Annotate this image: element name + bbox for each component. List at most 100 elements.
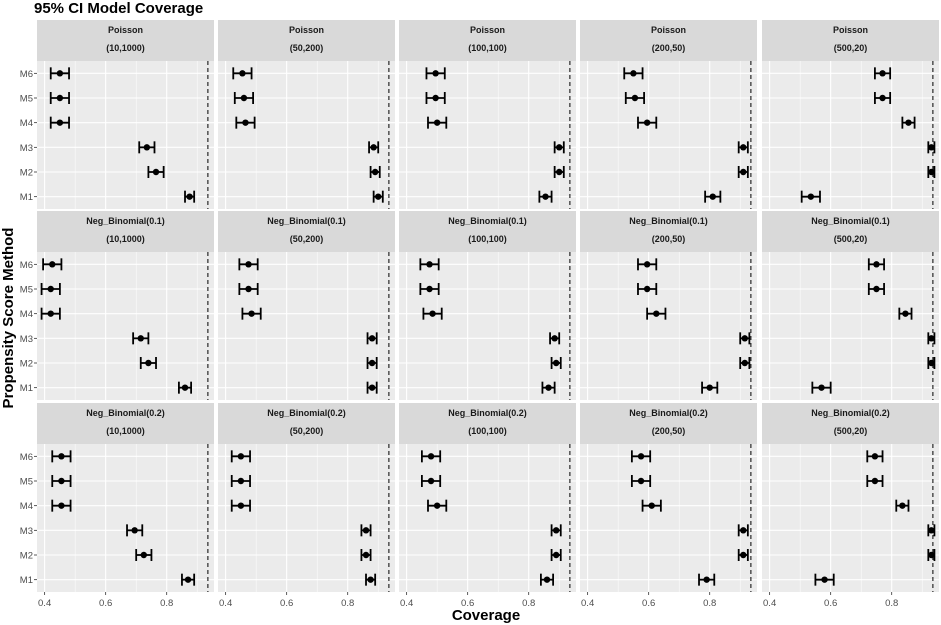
- error-bar: [704, 190, 722, 203]
- point-estimate: [552, 551, 560, 559]
- facet-strip-setting: (10,1000): [106, 426, 145, 436]
- point-estimate: [928, 551, 935, 559]
- error-bar: [637, 283, 658, 295]
- error-bar: [420, 450, 442, 463]
- facet-strip: [218, 20, 395, 61]
- point-estimate: [879, 70, 886, 77]
- point-estimate: [140, 551, 148, 559]
- point-estimate: [145, 359, 152, 367]
- error-bar: [737, 141, 749, 154]
- point-estimate: [552, 359, 560, 367]
- facet-strip-setting: (100,100): [468, 426, 507, 436]
- error-bar: [646, 307, 667, 320]
- point-estimate: [740, 527, 747, 534]
- y-tick-label: M4: [20, 118, 33, 129]
- point-estimate: [631, 94, 639, 102]
- facet-strip-family: Neg_Binomial(0.2): [86, 408, 165, 418]
- error-bar: [40, 283, 61, 295]
- point-estimate: [740, 168, 747, 176]
- error-bar: [739, 332, 751, 345]
- panel-background: [580, 252, 757, 400]
- point-estimate: [741, 335, 748, 342]
- error-bar: [874, 92, 892, 104]
- error-bar: [737, 166, 749, 178]
- y-tick-label: M5: [20, 94, 33, 105]
- facet-strip-setting: (200,50): [652, 234, 686, 244]
- x-tick-label: 0.4: [763, 598, 776, 609]
- facet-strip-setting: (10,1000): [106, 234, 145, 244]
- x-tick-label: 0.4: [400, 598, 413, 609]
- y-tick-label: M3: [20, 526, 33, 537]
- facet-panel: Poisson (10,1000) M1 M2 M3 M4 M5 M6: [20, 20, 214, 209]
- facet-strip-setting: (200,50): [652, 426, 686, 436]
- point-estimate: [807, 193, 815, 200]
- error-bar: [425, 67, 446, 80]
- error-bar: [541, 381, 556, 394]
- x-tick-label: 0.8: [522, 598, 535, 609]
- point-estimate: [643, 119, 651, 126]
- facet-panel: Neg_Binomial(0.1) (50,200): [218, 211, 395, 400]
- error-bar: [637, 116, 658, 129]
- facet-panel: Neg_Binomial(0.1) (200,50): [580, 211, 757, 400]
- point-estimate: [47, 285, 54, 293]
- panel-background: [37, 444, 214, 592]
- error-bar: [139, 357, 157, 369]
- point-estimate: [740, 551, 747, 559]
- facet-strip-family: Poisson: [651, 25, 686, 35]
- panel-background: [399, 61, 576, 209]
- point-estimate: [432, 94, 439, 102]
- error-bar: [927, 166, 936, 178]
- point-estimate: [242, 119, 249, 126]
- point-estimate: [47, 310, 54, 317]
- error-bar: [360, 524, 372, 537]
- error-bar: [927, 524, 936, 537]
- facet-strip-family: Neg_Binomial(0.1): [448, 216, 527, 226]
- y-tick-label: M2: [20, 359, 33, 370]
- error-bar: [927, 141, 936, 154]
- error-bar: [867, 283, 885, 295]
- facet-strip-setting: (50,200): [290, 234, 324, 244]
- facet-strip: [218, 403, 395, 444]
- facet-panel: Neg_Binomial(0.1) (500,20): [762, 211, 939, 400]
- error-bar: [637, 258, 658, 271]
- point-estimate: [237, 453, 245, 460]
- facet-strip-setting: (100,100): [468, 234, 507, 244]
- error-bar: [630, 475, 652, 487]
- error-bar: [147, 166, 165, 178]
- facet-strip: [762, 20, 939, 61]
- facet-strip-family: Neg_Binomial(0.1): [86, 216, 165, 226]
- point-estimate: [186, 193, 193, 200]
- error-bar: [737, 549, 749, 561]
- error-bar: [641, 499, 662, 512]
- panel-background: [37, 61, 214, 209]
- x-tick-label: 0.6: [461, 598, 474, 609]
- error-bar: [126, 524, 144, 537]
- facet-strip: [37, 211, 214, 252]
- point-estimate: [56, 70, 64, 77]
- x-tick-label: 0.4: [219, 598, 232, 609]
- point-estimate: [556, 168, 563, 176]
- facet-strip-setting: (200,50): [652, 43, 686, 53]
- error-bar: [372, 190, 384, 203]
- x-tick-label: 0.6: [99, 598, 112, 609]
- point-estimate: [427, 453, 435, 460]
- error-bar: [866, 450, 884, 463]
- point-estimate: [643, 285, 651, 293]
- error-bar: [898, 307, 913, 320]
- point-estimate: [49, 261, 56, 268]
- facet-strip: [762, 211, 939, 252]
- panel-background: [762, 252, 939, 400]
- facet-panel: Poisson (50,200): [218, 20, 395, 209]
- error-bar: [366, 357, 378, 369]
- error-bar: [138, 141, 156, 154]
- error-bar: [230, 499, 251, 512]
- point-estimate: [543, 576, 551, 583]
- point-estimate: [56, 94, 64, 102]
- facet-strip-family: Neg_Binomial(0.1): [811, 216, 890, 226]
- point-estimate: [643, 261, 651, 268]
- error-bar: [233, 92, 254, 104]
- facet-panel: Neg_Binomial(0.2) (10,1000) M1 M2 M3 M4 M5 M6 0.…: [20, 403, 214, 609]
- facet-strip: [580, 211, 757, 252]
- point-estimate: [706, 384, 713, 391]
